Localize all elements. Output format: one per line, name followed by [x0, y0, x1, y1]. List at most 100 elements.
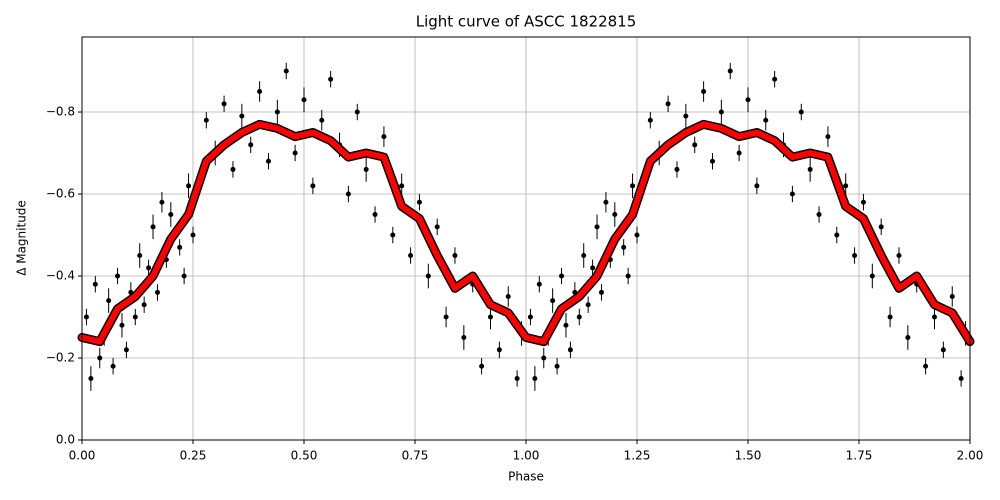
data-point — [203, 117, 209, 123]
x-tick-label: 0.75 — [402, 449, 429, 463]
data-point — [154, 289, 160, 295]
data-point — [390, 232, 396, 238]
data-point — [527, 314, 533, 320]
curve — [79, 121, 973, 345]
data-point — [647, 117, 653, 123]
data-point — [132, 314, 138, 320]
data-point — [248, 142, 254, 148]
data-point — [292, 150, 298, 156]
y-axis-label: Δ Magnitude — [15, 200, 29, 276]
data-point — [416, 199, 422, 205]
data-point — [745, 97, 751, 103]
y-tick-label: −0.2 — [46, 351, 75, 365]
data-point — [106, 298, 112, 304]
data-point — [590, 265, 596, 271]
data-point — [230, 166, 236, 172]
data-point — [119, 322, 125, 328]
y-tick-label: 0.0 — [56, 433, 75, 447]
data-point — [150, 224, 156, 230]
data-point — [496, 347, 502, 353]
data-point — [88, 376, 94, 382]
data-point — [789, 191, 795, 197]
y-tick-label: −0.8 — [46, 105, 75, 119]
data-point — [763, 117, 769, 123]
data-point — [310, 183, 316, 189]
x-axis-label: Phase — [508, 470, 544, 484]
data-point — [772, 76, 778, 82]
data-point — [843, 183, 849, 189]
data-point — [177, 244, 183, 250]
data-point — [536, 281, 542, 287]
data-point — [257, 89, 263, 95]
data-point — [896, 253, 902, 259]
data-point — [274, 109, 280, 115]
data-point — [168, 212, 174, 218]
data-point — [452, 253, 458, 259]
data-point — [625, 273, 631, 279]
data-point — [923, 363, 929, 369]
data-point — [754, 183, 760, 189]
data-point — [345, 191, 351, 197]
data-point — [381, 134, 387, 140]
data-point — [479, 363, 485, 369]
data-point — [461, 335, 467, 341]
data-point — [594, 224, 600, 230]
data-point — [807, 166, 813, 172]
data-point — [905, 335, 911, 341]
data-point — [878, 224, 884, 230]
x-tick-label: 1.25 — [624, 449, 651, 463]
y-tick-label: −0.6 — [46, 187, 75, 201]
x-tick-label: 2.00 — [957, 449, 984, 463]
data-point — [110, 363, 116, 369]
plot-frame — [81, 36, 971, 441]
data-point — [443, 314, 449, 320]
data-point — [487, 314, 493, 320]
data-point — [630, 183, 636, 189]
data-point — [123, 347, 129, 353]
data-point — [425, 273, 431, 279]
data-point — [798, 109, 804, 115]
data-point — [949, 294, 955, 300]
data-point — [834, 232, 840, 238]
data-point — [186, 183, 192, 189]
data-point — [576, 314, 582, 320]
data-point — [514, 376, 520, 382]
data-point — [958, 376, 964, 382]
data-point — [701, 89, 707, 95]
data-point — [532, 376, 538, 382]
data-point — [869, 273, 875, 279]
chart-title: Light curve of ASCC 1822815 — [416, 13, 637, 31]
data-point — [736, 150, 742, 156]
data-point — [190, 232, 196, 238]
data-point — [181, 273, 187, 279]
data-point — [137, 253, 143, 259]
data-point — [146, 265, 152, 271]
data-point — [541, 355, 547, 361]
data-point — [931, 314, 937, 320]
data-point — [727, 68, 733, 74]
data-point — [634, 232, 640, 238]
data-point — [709, 158, 715, 164]
data-point — [550, 298, 556, 304]
y-tick-label: −0.4 — [46, 269, 75, 283]
data-point — [718, 109, 724, 115]
data-point — [860, 199, 866, 205]
data-point — [399, 183, 405, 189]
x-tick-label: 0.00 — [69, 449, 96, 463]
data-point — [283, 68, 289, 74]
data-point — [115, 273, 121, 279]
data-point — [328, 76, 334, 82]
data-point — [159, 199, 165, 205]
data-point — [665, 101, 671, 107]
x-tick-label: 1.75 — [846, 449, 873, 463]
x-tick-label: 1.50 — [735, 449, 762, 463]
data-point — [563, 322, 569, 328]
data-point — [319, 117, 325, 123]
data-point — [567, 347, 573, 353]
data-point — [887, 314, 893, 320]
data-point — [408, 253, 414, 259]
data-point — [354, 109, 360, 115]
data-point — [554, 363, 560, 369]
